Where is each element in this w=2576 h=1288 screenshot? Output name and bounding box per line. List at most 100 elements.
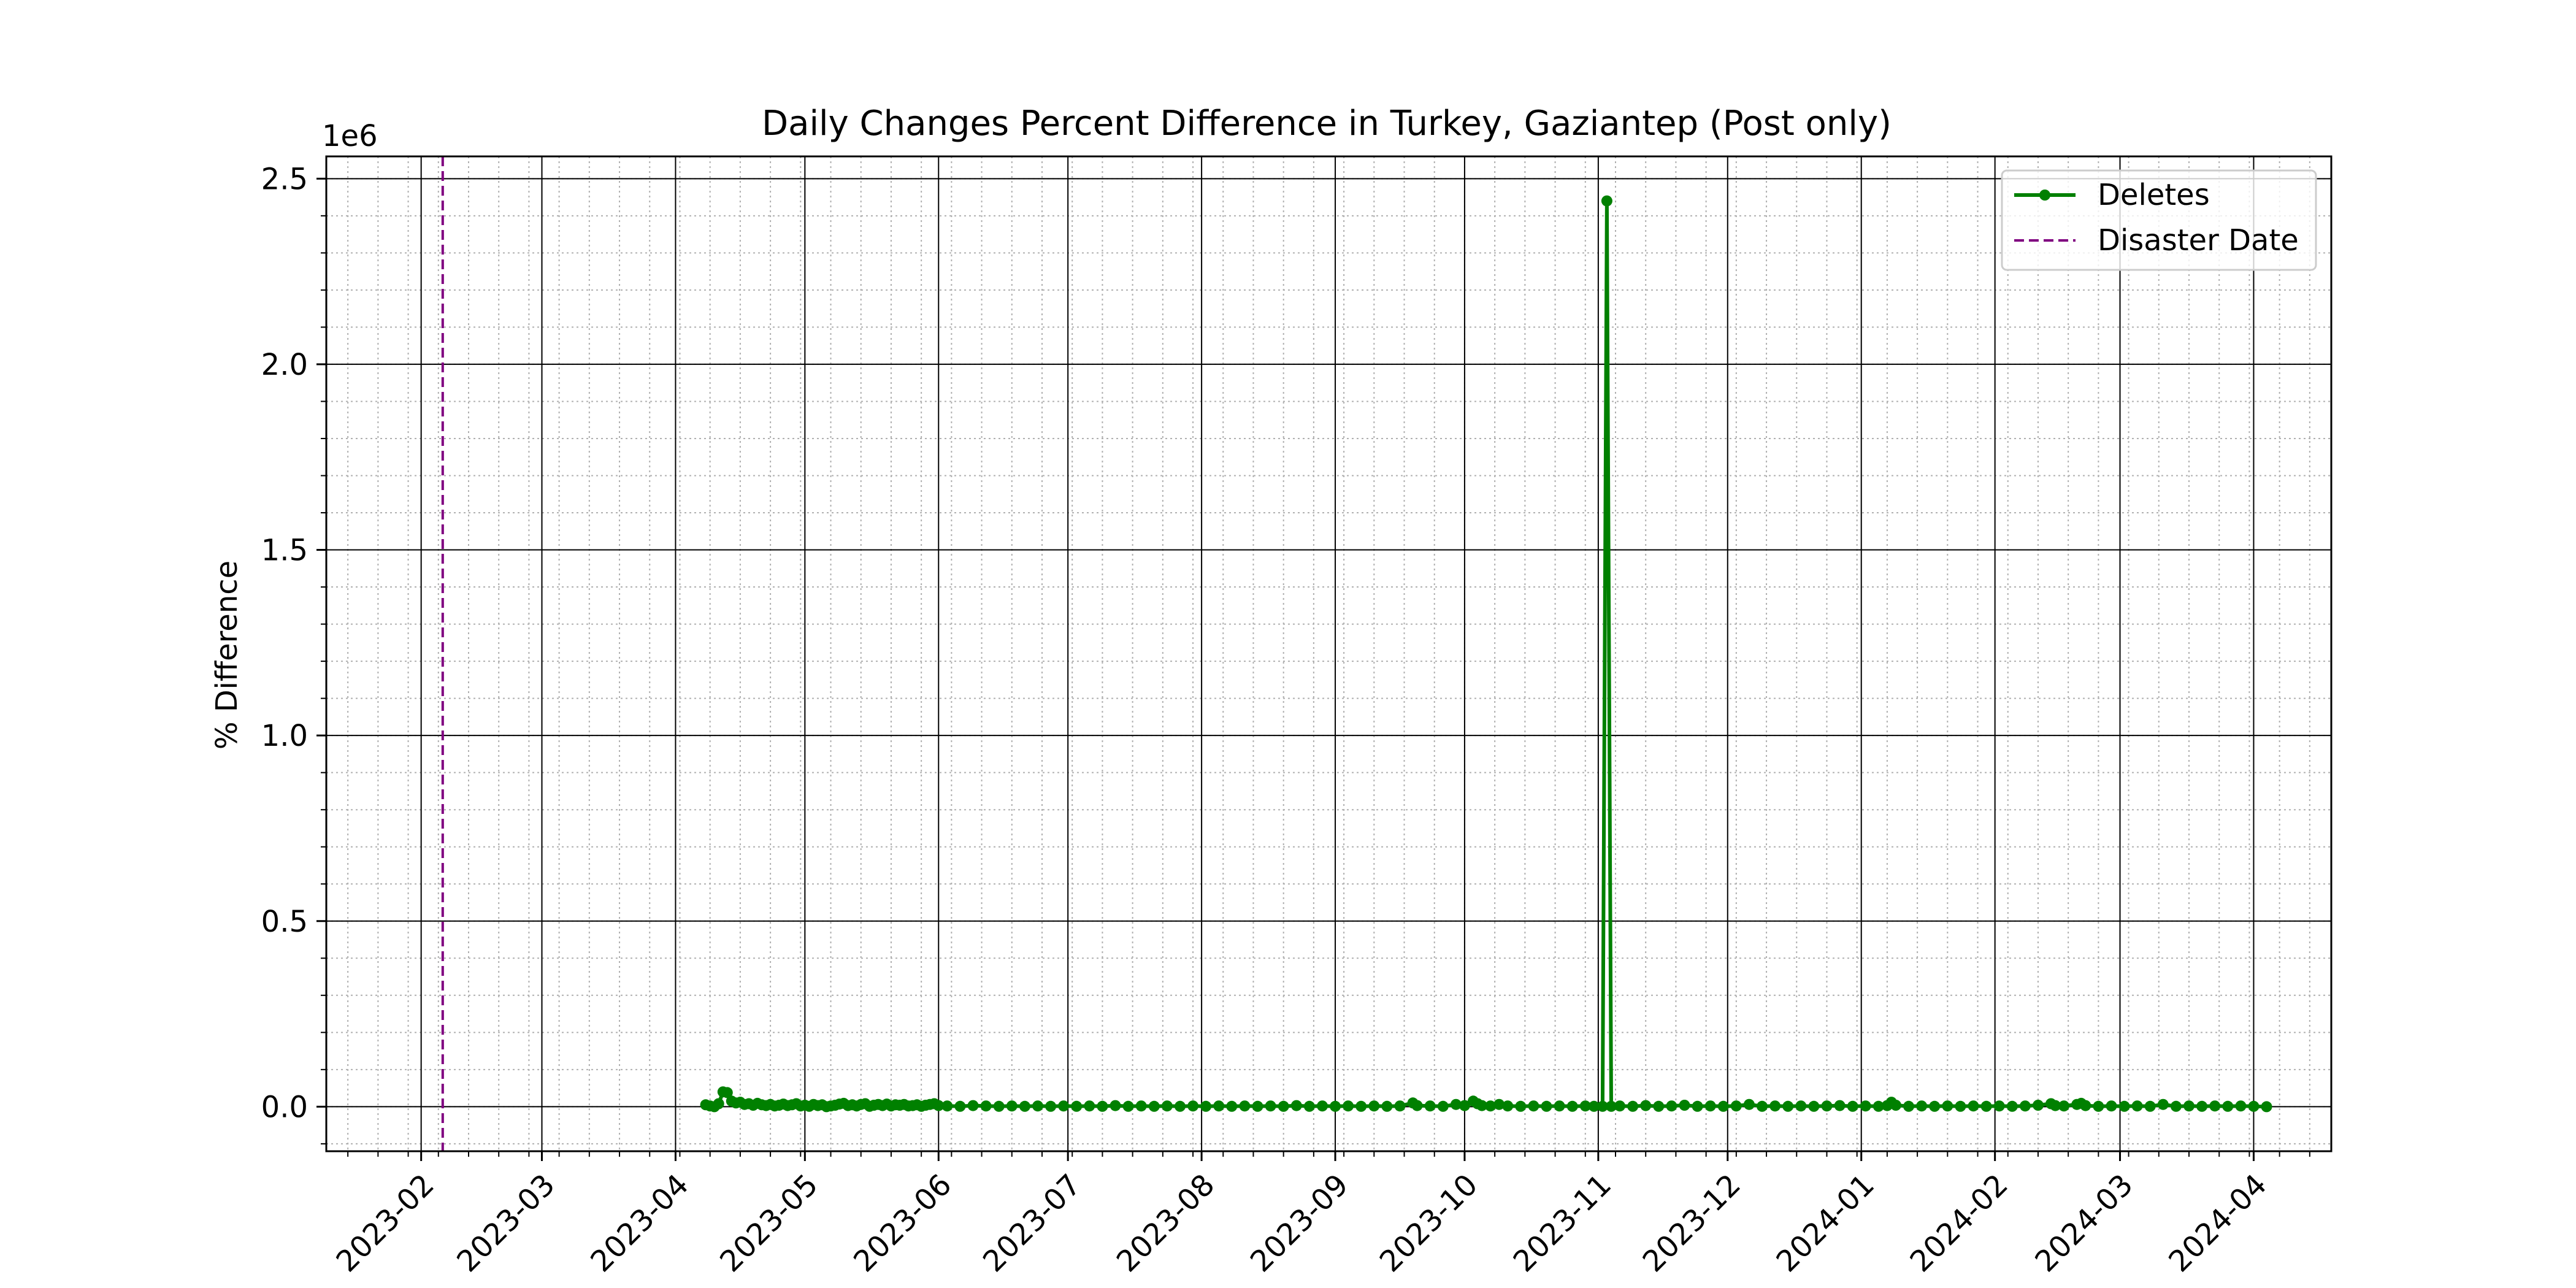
deletes-point (1808, 1100, 1820, 1112)
deletes-point (2106, 1100, 2117, 1112)
deletes-point (1692, 1100, 1703, 1112)
deletes-point (1450, 1098, 1462, 1110)
minor-grid (326, 156, 2331, 1151)
deletes-point (1459, 1100, 1470, 1111)
deletes-point (2209, 1100, 2221, 1112)
deletes-point (2196, 1100, 2208, 1112)
deletes-point (1847, 1100, 1858, 1112)
chart-title: Daily Changes Percent Difference in Turk… (762, 104, 1892, 144)
deletes-point (1821, 1100, 1833, 1112)
deletes-point (2235, 1100, 2247, 1112)
deletes-point (1579, 1100, 1591, 1112)
deletes-point (1411, 1100, 1423, 1111)
deletes-point (1148, 1100, 1160, 1112)
y-tick-label: 0.0 (261, 1090, 308, 1124)
deletes-point (1653, 1100, 1665, 1112)
deletes-point (2183, 1100, 2195, 1112)
deletes-point (933, 1100, 945, 1111)
deletes-point (2261, 1101, 2272, 1113)
deletes-point (2080, 1100, 2091, 1111)
deletes-point (1554, 1100, 1565, 1112)
y-tick-label: 2.5 (261, 162, 308, 196)
deletes-point (1290, 1100, 1302, 1111)
deletes-point (1265, 1100, 1276, 1112)
deletes-point (1597, 1100, 1608, 1112)
deletes-point (1606, 1100, 1617, 1112)
legend-deletes-label: Deletes (2098, 178, 2210, 212)
deletes-point (1278, 1100, 1289, 1112)
deletes-point (2058, 1100, 2070, 1112)
deletes-point (1993, 1100, 2005, 1112)
deletes-point (1317, 1100, 1328, 1112)
deletes-point (1485, 1100, 1497, 1112)
deletes-point (1873, 1100, 1884, 1112)
deletes-point (2144, 1100, 2156, 1112)
deletes-point (1942, 1100, 1953, 1112)
deletes-point (1834, 1100, 1846, 1111)
deletes-point (1757, 1100, 1768, 1112)
deletes-point (1717, 1100, 1729, 1112)
deletes-point (1343, 1100, 1354, 1112)
deletes-point (1330, 1100, 1341, 1112)
deletes-point (2050, 1100, 2061, 1111)
deletes-point (1252, 1100, 1263, 1112)
y-tick-label: 2.0 (261, 348, 308, 382)
y-tick-label: 0.5 (261, 905, 308, 939)
deletes-point (1743, 1098, 1755, 1110)
deletes-point (2248, 1100, 2260, 1112)
deletes-point (1955, 1100, 1966, 1112)
deletes-point (1045, 1100, 1057, 1112)
deletes-point (993, 1100, 1005, 1112)
y-tick-label: 1.5 (261, 534, 308, 568)
deletes-point (1135, 1100, 1147, 1112)
deletes-point (1679, 1100, 1690, 1111)
deletes-point (954, 1100, 966, 1112)
deletes-point (1730, 1100, 1742, 1112)
deletes-point (1493, 1098, 1505, 1110)
deletes-point (1640, 1100, 1652, 1111)
deletes-point (1795, 1100, 1807, 1112)
deletes-point (1515, 1100, 1527, 1112)
deletes-point (1200, 1100, 1212, 1112)
deletes-point (1860, 1100, 1871, 1112)
deletes-point (1175, 1100, 1186, 1112)
deletes-point (1303, 1100, 1315, 1112)
deletes-point (941, 1100, 953, 1112)
deletes-point (1019, 1100, 1030, 1112)
deletes-point (1084, 1100, 1095, 1112)
deletes-point (1394, 1100, 1406, 1112)
deletes-point (1476, 1100, 1488, 1111)
deletes-point (1968, 1100, 1979, 1112)
deletes-point (967, 1100, 979, 1111)
deletes-point (2019, 1100, 2031, 1112)
deletes-point (2157, 1098, 2169, 1110)
deletes-point (1381, 1100, 1393, 1112)
deletes-point (1601, 195, 1612, 207)
deletes-point (1502, 1100, 1514, 1112)
deletes-point (1368, 1100, 1380, 1112)
plot-frame (325, 155, 2333, 1152)
deletes-point (1782, 1100, 1794, 1112)
y-tick-label: 1.0 (261, 719, 308, 753)
deletes-point (2118, 1100, 2130, 1112)
deletes-point (1187, 1100, 1199, 1112)
legend-disaster-label: Disaster Date (2098, 223, 2299, 258)
deletes-point (2006, 1100, 2018, 1112)
deletes-point (1032, 1100, 1043, 1112)
deletes-point (1424, 1100, 1436, 1112)
deletes-point (2131, 1100, 2143, 1112)
deletes-point (1239, 1100, 1251, 1112)
deletes-point (2222, 1100, 2234, 1112)
deletes-point (1980, 1100, 1992, 1112)
deletes-point (980, 1100, 992, 1112)
deletes-point (1226, 1100, 1238, 1112)
data-layer (441, 156, 2272, 1151)
deletes-point (1903, 1100, 1914, 1112)
y-offset-label: 1e6 (322, 119, 378, 153)
deletes-point (1437, 1100, 1449, 1112)
deletes-point (1006, 1100, 1018, 1112)
deletes-point (1528, 1100, 1539, 1112)
deletes-point (1929, 1100, 1941, 1112)
deletes-point (1161, 1100, 1173, 1112)
